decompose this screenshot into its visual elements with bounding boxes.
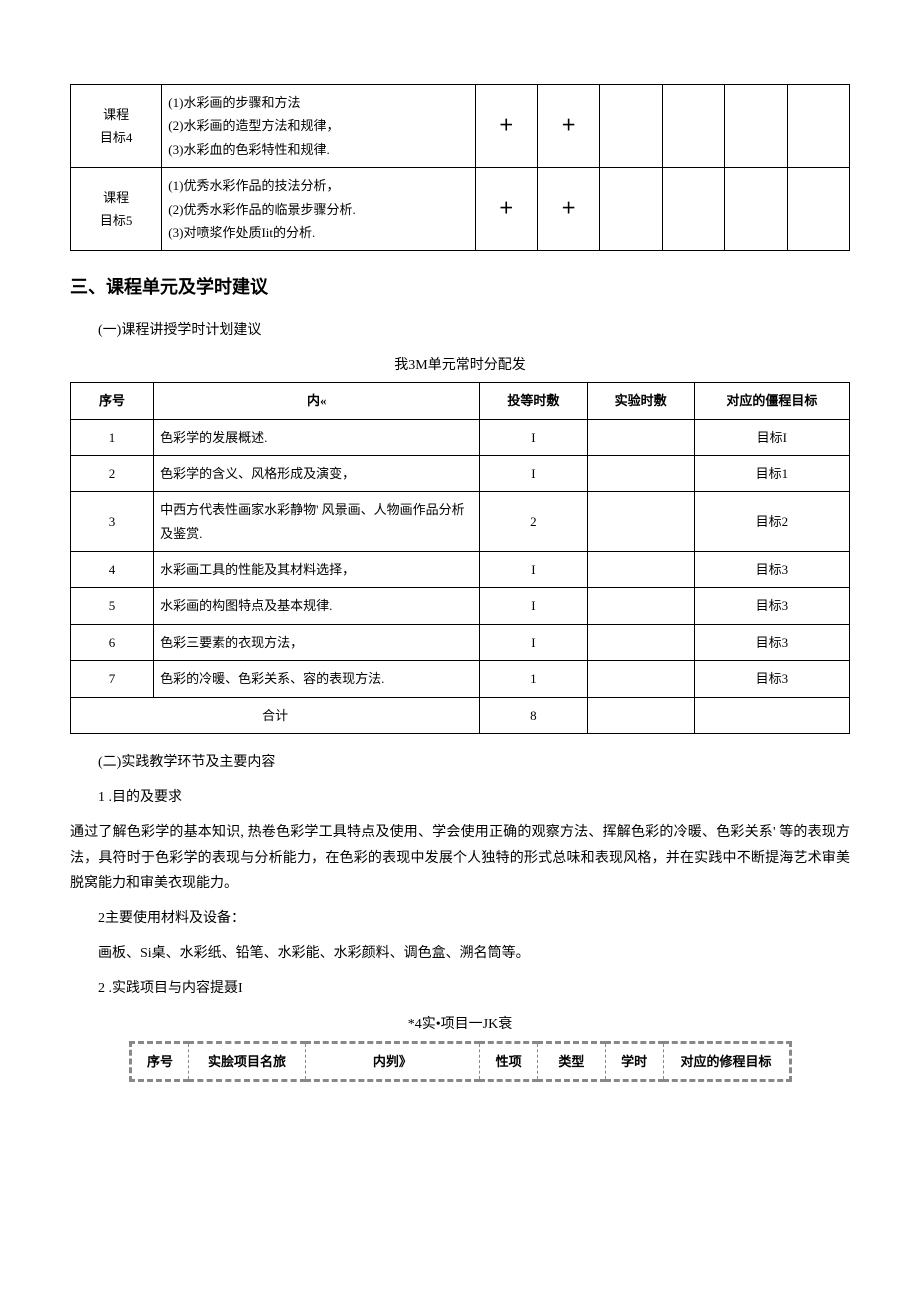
t2-cell: 5 bbox=[71, 588, 154, 624]
para-3-label: 2 .实践项目与内容提聂I bbox=[70, 976, 850, 1001]
t2-cell bbox=[587, 552, 694, 588]
t2-total-hours: 8 bbox=[480, 697, 587, 733]
t2-cell: 1 bbox=[71, 419, 154, 455]
t2-cell: 水彩画的构图特点及基本规律. bbox=[154, 588, 480, 624]
t2-cell: 水彩画工具的性能及其材料选择， bbox=[154, 552, 480, 588]
goal-mark-cell bbox=[662, 85, 724, 168]
t2-h-seq: 序号 bbox=[71, 383, 154, 419]
para-1-label: 1 .目的及要求 bbox=[70, 785, 850, 810]
sub-heading-1: (一)课程讲授学时计划建议 bbox=[70, 318, 850, 343]
t2-total-empty1 bbox=[587, 697, 694, 733]
t2-cell: 2 bbox=[480, 492, 587, 552]
goal-mark-cell: ＋ bbox=[537, 168, 599, 251]
t2-cell: 4 bbox=[71, 552, 154, 588]
t2-h-goal: 对应的僵程目标 bbox=[694, 383, 849, 419]
goal-label: 课程目标4 bbox=[71, 85, 162, 168]
t3-h-hours: 学时 bbox=[605, 1042, 663, 1080]
goal-mark-cell bbox=[787, 85, 849, 168]
t2-cell bbox=[587, 624, 694, 660]
t2-cell: 目标3 bbox=[694, 588, 849, 624]
t2-cell bbox=[587, 588, 694, 624]
goal-mark-cell bbox=[725, 85, 787, 168]
sub-heading-2: (二)实践教学环节及主要内容 bbox=[70, 750, 850, 775]
t3-h-seq: 序号 bbox=[130, 1042, 189, 1080]
t2-cell: 3 bbox=[71, 492, 154, 552]
t2-cell: I bbox=[480, 588, 587, 624]
goal-mark-cell bbox=[725, 168, 787, 251]
goal-label: 课程目标5 bbox=[71, 168, 162, 251]
goal-mark-cell bbox=[600, 168, 662, 251]
goal-mark-cell: ＋ bbox=[537, 85, 599, 168]
t2-cell: I bbox=[480, 419, 587, 455]
section-3-heading: 三、课程单元及学时建议 bbox=[70, 271, 850, 303]
t2-cell: 中西方代表性画家水彩静物' 风景画、人物画作品分析及鉴赏. bbox=[154, 492, 480, 552]
goal-mark-cell bbox=[662, 168, 724, 251]
para-2-label: 2主要使用材料及设备： bbox=[70, 906, 850, 931]
t2-cell: 目标1 bbox=[694, 455, 849, 491]
table2-caption: 我3M单元常时分配发 bbox=[70, 353, 850, 378]
t2-cell: 7 bbox=[71, 661, 154, 697]
goals-table: 课程目标4(1)水彩画的步骤和方法(2)水彩画的造型方法和规律，(3)水彩血的色… bbox=[70, 84, 850, 251]
t2-cell bbox=[587, 492, 694, 552]
goal-mark-cell: ＋ bbox=[475, 85, 537, 168]
t2-cell: 目标3 bbox=[694, 552, 849, 588]
t2-cell: 2 bbox=[71, 455, 154, 491]
goal-desc: (1)水彩画的步骤和方法(2)水彩画的造型方法和规律，(3)水彩血的色彩特性和规… bbox=[162, 85, 475, 168]
t3-h-type: 类型 bbox=[538, 1042, 606, 1080]
t3-h-prop: 性项 bbox=[480, 1042, 538, 1080]
t2-cell bbox=[587, 455, 694, 491]
unit-hours-table: 序号 内« 投等时敷 实验时敷 对应的僵程目标 1色彩学的发展概述.I目标I2色… bbox=[70, 382, 850, 734]
t2-cell: 色彩的冷暖、色彩关系、容的表现方法. bbox=[154, 661, 480, 697]
t2-cell: 6 bbox=[71, 624, 154, 660]
t2-cell bbox=[587, 419, 694, 455]
para-1-body: 通过了解色彩学的基本知识, 热卷色彩学工具特点及使用、学会使用正确的观察方法、挥… bbox=[70, 820, 850, 896]
t2-h-lab: 实验时敷 bbox=[587, 383, 694, 419]
t3-h-name: 实脍项目名旅 bbox=[189, 1042, 305, 1080]
t2-cell: 目标2 bbox=[694, 492, 849, 552]
t2-cell: 目标I bbox=[694, 419, 849, 455]
practice-items-table: 序号 实脍项目名旅 内刿》 性项 类型 学时 对应的修程目标 bbox=[129, 1041, 792, 1082]
t2-cell: 色彩学的含义、风格形成及演变， bbox=[154, 455, 480, 491]
t2-cell: I bbox=[480, 624, 587, 660]
t2-h-content: 内« bbox=[154, 383, 480, 419]
t2-cell: 色彩三要素的衣现方法， bbox=[154, 624, 480, 660]
goal-mark-cell bbox=[600, 85, 662, 168]
t2-cell: 目标3 bbox=[694, 661, 849, 697]
t2-cell: I bbox=[480, 552, 587, 588]
t2-cell: 目标3 bbox=[694, 624, 849, 660]
t3-h-content: 内刿》 bbox=[305, 1042, 480, 1080]
goal-desc: (1)优秀水彩作品的技法分析，(2)优秀水彩作品的临景步骤分析.(3)对喷浆作处… bbox=[162, 168, 475, 251]
t2-h-lec: 投等时敷 bbox=[480, 383, 587, 419]
t2-total-label: 合计 bbox=[71, 697, 480, 733]
para-2-body: 画板、Si桌、水彩纸、铅笔、水彩能、水彩颜料、调色盒、溯名筒等。 bbox=[70, 941, 850, 966]
t2-total-empty2 bbox=[694, 697, 849, 733]
t2-cell: 1 bbox=[480, 661, 587, 697]
goal-mark-cell: ＋ bbox=[475, 168, 537, 251]
goal-mark-cell bbox=[787, 168, 849, 251]
table3-caption: *4实•项目一JK衰 bbox=[70, 1012, 850, 1037]
t2-cell: I bbox=[480, 455, 587, 491]
t2-cell bbox=[587, 661, 694, 697]
t2-cell: 色彩学的发展概述. bbox=[154, 419, 480, 455]
t3-h-goal: 对应的修程目标 bbox=[663, 1042, 790, 1080]
